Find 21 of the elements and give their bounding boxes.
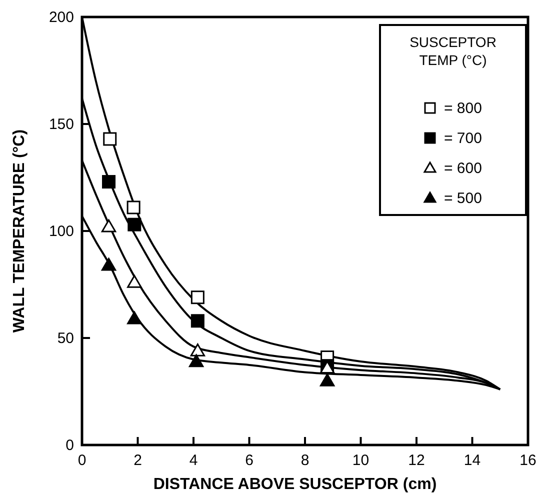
legend-label: = 500 bbox=[444, 190, 482, 207]
x-axis-title: DISTANCE ABOVE SUSCEPTOR (cm) bbox=[153, 476, 437, 493]
x-tick-label: 10 bbox=[352, 452, 370, 469]
y-tick-label: 0 bbox=[66, 437, 74, 454]
x-tick-label: 14 bbox=[464, 452, 481, 469]
x-tick-label: 12 bbox=[408, 452, 425, 469]
y-tick-label: 150 bbox=[48, 116, 74, 133]
legend-label: = 800 bbox=[444, 100, 482, 117]
x-tick-label: 4 bbox=[189, 452, 198, 469]
legend-label: = 700 bbox=[444, 130, 482, 147]
y-tick-label: 100 bbox=[48, 223, 74, 240]
x-tick-label: 6 bbox=[245, 452, 254, 469]
x-tick-label: 2 bbox=[134, 452, 142, 469]
y-tick-label: 200 bbox=[48, 9, 74, 26]
x-tick-label: 16 bbox=[520, 452, 536, 469]
x-tick-label: 8 bbox=[300, 452, 310, 469]
x-tick-label: 0 bbox=[78, 452, 86, 469]
legend-title: SUSCEPTOR TEMP (°C) bbox=[410, 34, 496, 68]
legend-label: = 600 bbox=[444, 160, 482, 177]
y-axis-title: WALL TEMPERATURE (°C) bbox=[11, 129, 28, 333]
y-tick-label: 50 bbox=[57, 330, 74, 347]
